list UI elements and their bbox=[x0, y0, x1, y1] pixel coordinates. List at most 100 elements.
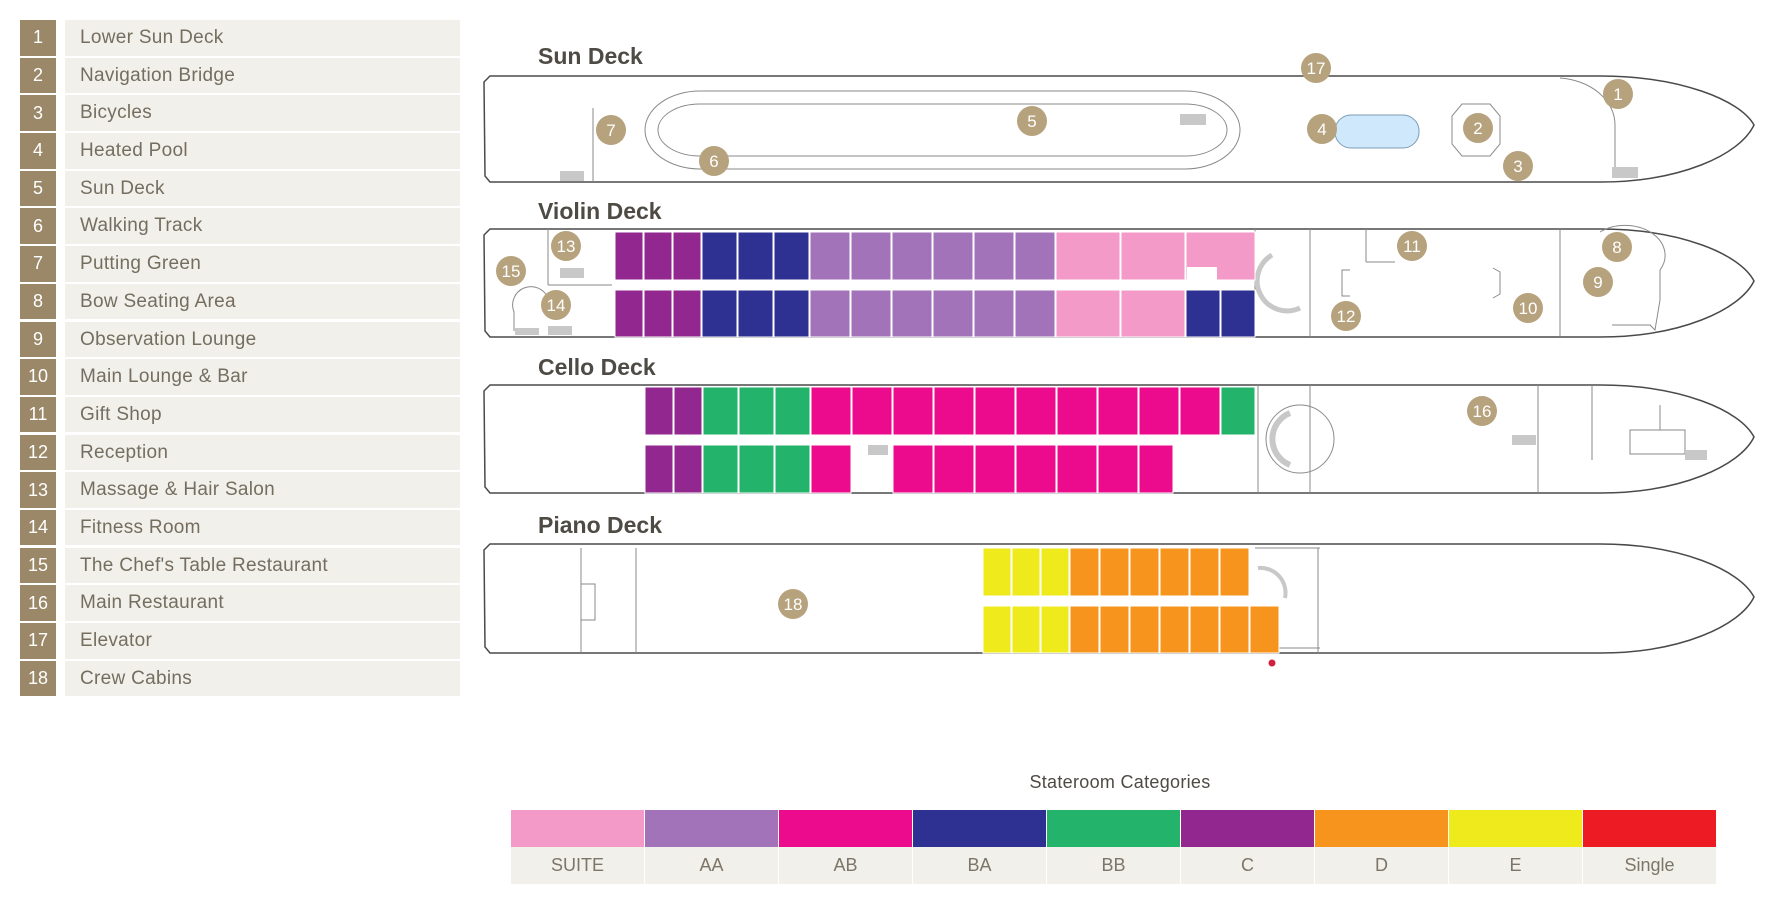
red-dot-marker bbox=[1268, 659, 1276, 667]
reception-stair bbox=[1254, 252, 1302, 314]
cabin-d bbox=[1099, 605, 1130, 654]
marker-number: 1 bbox=[1613, 85, 1622, 104]
location-marker: 18 bbox=[778, 589, 808, 619]
cabin-bb bbox=[702, 444, 739, 494]
marker-number: 10 bbox=[1519, 299, 1538, 318]
legend-number: 4 bbox=[20, 133, 56, 169]
cabin-ab bbox=[974, 386, 1016, 436]
location-marker: 7 bbox=[596, 115, 626, 145]
category-single: Single bbox=[1583, 810, 1717, 884]
sun-deck-hull bbox=[483, 75, 1755, 183]
category-label: C bbox=[1181, 847, 1315, 884]
category-swatch bbox=[645, 810, 779, 847]
cabin-c bbox=[644, 444, 674, 494]
category-c: C bbox=[1181, 810, 1315, 884]
cabin-ab bbox=[1179, 386, 1221, 436]
category-label: BA bbox=[913, 847, 1047, 884]
cabin-d bbox=[1219, 547, 1250, 597]
category-e: E bbox=[1449, 810, 1583, 884]
legend-number: 1 bbox=[20, 20, 56, 56]
location-marker: 6 bbox=[699, 146, 729, 176]
cabin-e bbox=[1040, 547, 1070, 597]
cabin-ab bbox=[1138, 444, 1174, 494]
legend-item: 16 Main Restaurant bbox=[20, 585, 460, 621]
cabin-suite bbox=[1055, 289, 1121, 338]
cabin-ab bbox=[810, 386, 852, 436]
cabin-bb bbox=[1220, 386, 1256, 436]
cello-deck-details bbox=[848, 385, 1686, 493]
cabin-ba bbox=[701, 231, 738, 281]
category-swatch bbox=[1583, 810, 1717, 847]
location-marker: 14 bbox=[541, 290, 571, 320]
marker-number: 6 bbox=[709, 152, 718, 171]
legend-number: 3 bbox=[20, 95, 56, 131]
marker-number: 4 bbox=[1317, 120, 1326, 139]
cabin-c bbox=[673, 386, 703, 436]
cabin-bb bbox=[702, 386, 739, 436]
marker-circle bbox=[1603, 79, 1633, 109]
legend-item: 13 Massage & Hair Salon bbox=[20, 472, 460, 508]
legend-label: Observation Lounge bbox=[65, 321, 460, 357]
deck-legend: 1 Lower Sun Deck 2 Navigation Bridge 3 Bicycl… bbox=[20, 20, 460, 698]
cabin-ab bbox=[1097, 386, 1139, 436]
cabin-bb bbox=[738, 386, 775, 436]
marker-number: 8 bbox=[1612, 238, 1621, 257]
category-aa: AA bbox=[645, 810, 779, 884]
cabin-ab bbox=[851, 386, 893, 436]
legend-number: 2 bbox=[20, 57, 56, 94]
legend-item: 14 Fitness Room bbox=[20, 509, 460, 546]
cabin-aa bbox=[932, 289, 974, 338]
cello-deck-title: Cello Deck bbox=[538, 354, 656, 380]
cabin-notch bbox=[1187, 267, 1217, 280]
cabin-d bbox=[1129, 547, 1160, 597]
cabin-aa bbox=[932, 231, 974, 281]
cabin-bb bbox=[774, 386, 811, 436]
marker-number: 7 bbox=[606, 121, 615, 140]
cabin-aa bbox=[973, 231, 1015, 281]
cabin-d bbox=[1219, 605, 1250, 654]
legend-label: Lower Sun Deck bbox=[65, 20, 460, 56]
location-marker: 8 bbox=[1602, 232, 1632, 262]
location-marker: 3 bbox=[1503, 151, 1533, 181]
violin-deck-stairs bbox=[515, 268, 584, 335]
cabin-ab bbox=[810, 444, 852, 494]
cabin-suite bbox=[1120, 289, 1186, 338]
location-marker: 11 bbox=[1397, 231, 1427, 261]
marker-number: 5 bbox=[1027, 112, 1036, 131]
cabin-c bbox=[644, 386, 674, 436]
category-swatch bbox=[1047, 810, 1181, 847]
cabin-e bbox=[1011, 547, 1041, 597]
legend-label: Elevator bbox=[65, 623, 460, 659]
cabin-e bbox=[982, 547, 1012, 597]
piano-deck-title: Piano Deck bbox=[538, 512, 662, 538]
cabin-aa bbox=[1014, 289, 1056, 338]
cabin-suite bbox=[1120, 231, 1186, 281]
marker-number: 9 bbox=[1593, 273, 1602, 292]
legend-number: 14 bbox=[20, 509, 56, 546]
marker-number: 12 bbox=[1337, 307, 1356, 326]
legend-label: Walking Track bbox=[65, 208, 460, 244]
sun-deck-title: Sun Deck bbox=[538, 43, 643, 69]
category-d: D bbox=[1315, 810, 1449, 884]
legend-number: 13 bbox=[20, 472, 56, 508]
legend-label: Main Restaurant bbox=[65, 585, 460, 621]
legend-label: Navigation Bridge bbox=[65, 57, 460, 94]
legend-number: 7 bbox=[20, 246, 56, 282]
sun-deck-stairs bbox=[560, 114, 1638, 181]
cabin-c bbox=[672, 289, 702, 338]
legend-number: 5 bbox=[20, 170, 56, 207]
stateroom-categories-title: Stateroom Categories bbox=[1029, 772, 1211, 792]
legend-number: 12 bbox=[20, 434, 56, 471]
cabin-ab bbox=[1056, 444, 1098, 494]
marker-circle bbox=[551, 231, 581, 261]
cabin-e bbox=[982, 605, 1012, 654]
legend-label: Massage & Hair Salon bbox=[65, 472, 460, 508]
legend-item: 10 Main Lounge & Bar bbox=[20, 359, 460, 395]
category-swatch bbox=[1181, 810, 1315, 847]
cabin-d bbox=[1249, 605, 1280, 654]
legend-item: 11 Gift Shop bbox=[20, 396, 460, 433]
cello-deck-stairs bbox=[868, 435, 1707, 460]
cabin-ba bbox=[1185, 289, 1221, 338]
